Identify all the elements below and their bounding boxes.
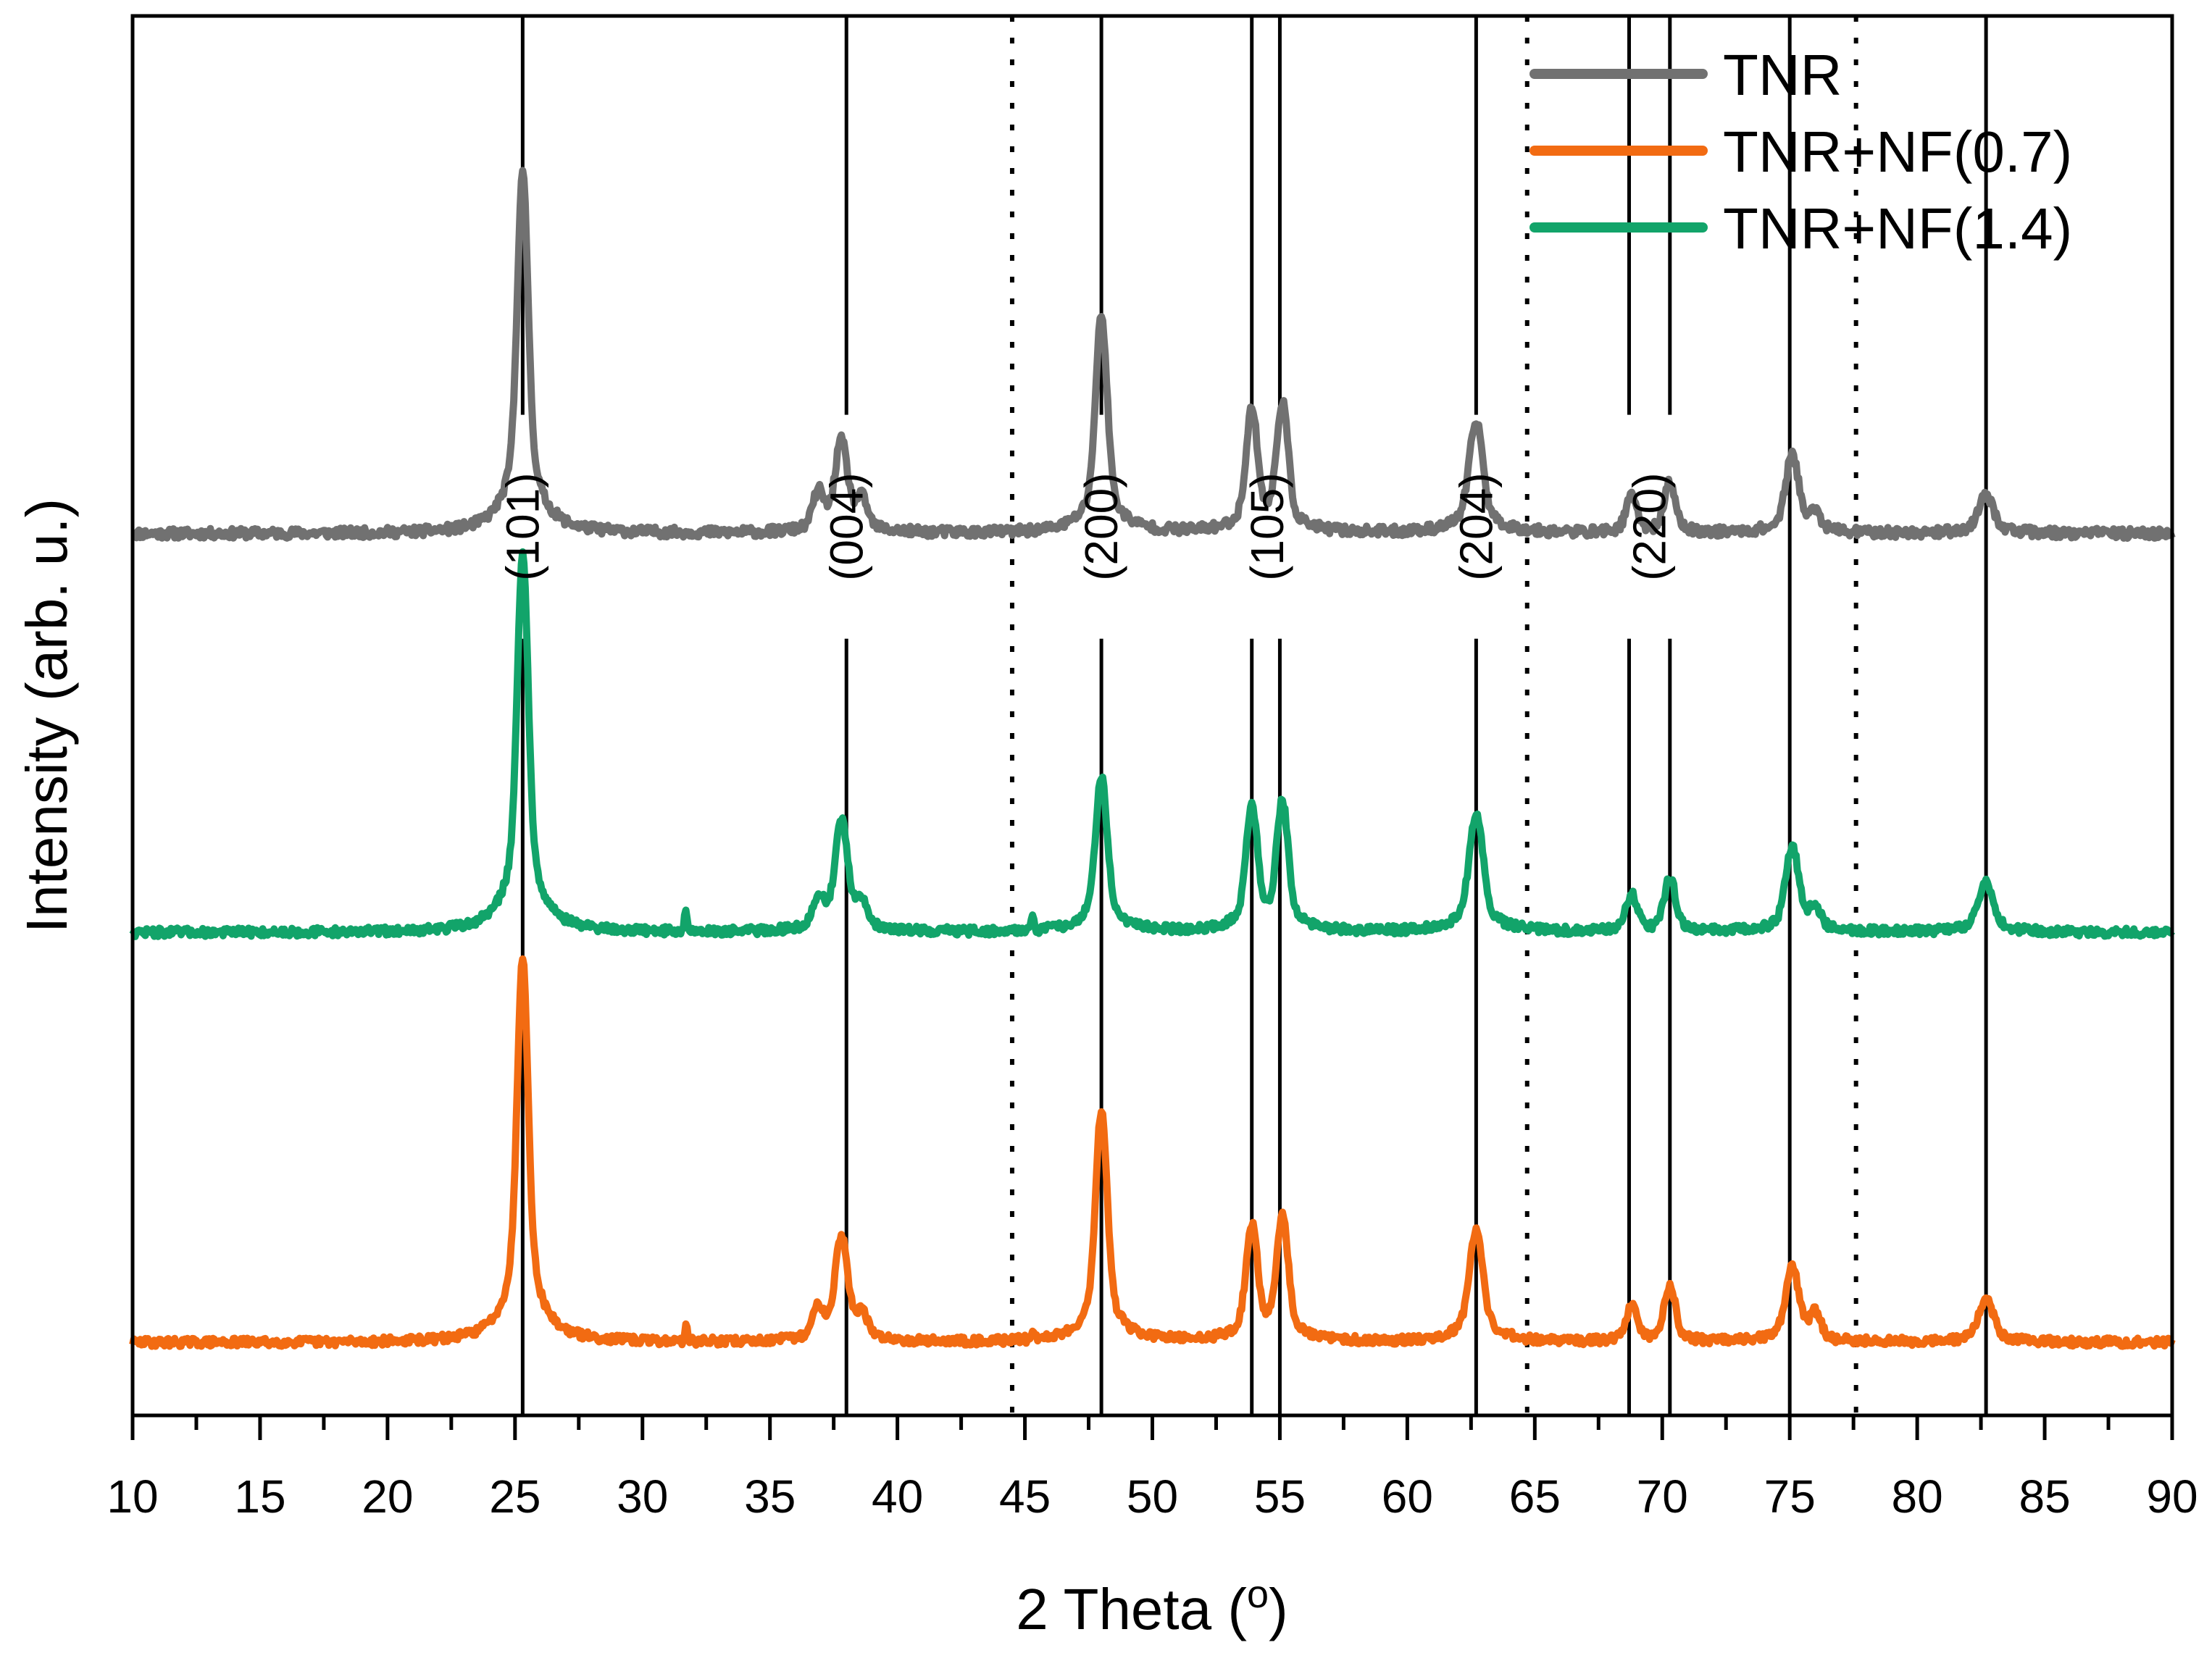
legend-label-0: TNR bbox=[1723, 43, 1842, 107]
x-tick-label-60: 60 bbox=[1382, 1470, 1433, 1523]
x-tick-label-85: 85 bbox=[2019, 1470, 2070, 1523]
x-tick-label-70: 70 bbox=[1637, 1470, 1688, 1523]
x-tick-label-80: 80 bbox=[1892, 1470, 1943, 1523]
x-tick-label-40: 40 bbox=[872, 1470, 923, 1523]
series-line-tnr bbox=[130, 167, 2176, 542]
peak-label-2: (200) bbox=[1075, 472, 1127, 580]
x-tick-label-55: 55 bbox=[1254, 1470, 1306, 1523]
peak-label-0: (101) bbox=[496, 472, 548, 580]
x-tick-label-25: 25 bbox=[489, 1470, 541, 1523]
peak-label-1: (004) bbox=[820, 472, 872, 580]
x-tick-label-65: 65 bbox=[1509, 1470, 1561, 1523]
peak-label-3: (105) bbox=[1241, 472, 1293, 580]
x-axis-title-text: 2 Theta ( bbox=[1016, 1577, 1247, 1641]
series-layer bbox=[129, 167, 2176, 1350]
x-tick-label-15: 15 bbox=[234, 1470, 285, 1523]
x-axis-tick-labels: 10 15 20 25 30 35 40 45 50 55 60 65 70 75 80 85 90 bbox=[107, 1470, 2198, 1523]
series-line-tnr-nf-0-7- bbox=[129, 955, 2176, 1350]
y-axis-title: Intensity (arb. u.) bbox=[14, 498, 79, 933]
x-axis-title-degree: o bbox=[1247, 1573, 1269, 1616]
x-tick-label-50: 50 bbox=[1127, 1470, 1178, 1523]
peak-labels: (101) (004) (200) (105) (204) (220) bbox=[496, 472, 1675, 580]
x-tick-label-35: 35 bbox=[744, 1470, 796, 1523]
x-tick-label-10: 10 bbox=[107, 1470, 158, 1523]
x-tick-label-75: 75 bbox=[1764, 1470, 1816, 1523]
x-tick-label-30: 30 bbox=[617, 1470, 668, 1523]
x-axis-title: 2 Theta (o) bbox=[1016, 1573, 1287, 1641]
legend: TNR TNR+NF(0.7) TNR+NF(1.4) bbox=[1529, 43, 2072, 261]
peak-label-4: (204) bbox=[1450, 472, 1502, 580]
legend-label-1: TNR+NF(0.7) bbox=[1723, 120, 2072, 184]
reference-lines bbox=[520, 16, 1988, 1415]
x-axis-title-close: ) bbox=[1269, 1577, 1288, 1641]
x-axis-ticks bbox=[130, 1415, 2174, 1440]
x-tick-label-20: 20 bbox=[362, 1470, 413, 1523]
x-tick-label-45: 45 bbox=[999, 1470, 1051, 1523]
peak-label-5: (220) bbox=[1624, 472, 1676, 580]
legend-label-2: TNR+NF(1.4) bbox=[1723, 196, 2072, 261]
series-line-tnr-nf-1-4- bbox=[129, 548, 2175, 940]
x-tick-label-90: 90 bbox=[2146, 1470, 2198, 1523]
